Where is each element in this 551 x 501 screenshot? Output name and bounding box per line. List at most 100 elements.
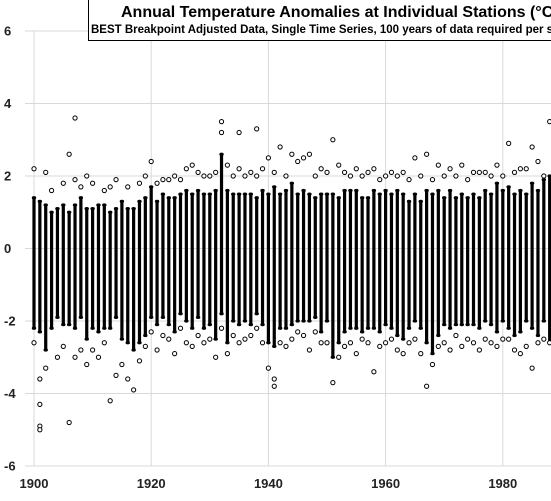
data-point xyxy=(37,376,43,382)
data-point xyxy=(359,336,365,342)
data-point xyxy=(347,173,354,179)
band-cap xyxy=(389,192,394,196)
band-cap xyxy=(96,203,101,207)
data-point xyxy=(353,166,359,172)
band-cap xyxy=(178,192,183,196)
data-point xyxy=(476,169,482,175)
data-point xyxy=(213,354,219,360)
band-cap xyxy=(102,326,107,330)
band-cap xyxy=(518,188,523,193)
data-point xyxy=(418,351,424,357)
data-point xyxy=(265,365,271,371)
data-point xyxy=(306,347,313,353)
data-point xyxy=(318,166,324,172)
band-cap xyxy=(447,188,453,193)
band-cap xyxy=(512,333,517,338)
year-band xyxy=(143,197,147,336)
data-point xyxy=(218,119,225,125)
band-cap xyxy=(477,196,482,200)
band-cap xyxy=(541,319,547,323)
data-point xyxy=(529,144,535,150)
band-cap xyxy=(61,203,66,207)
y-tick-label: 6 xyxy=(4,24,11,39)
band-cap xyxy=(72,203,78,207)
data-point xyxy=(312,173,318,179)
data-point xyxy=(166,177,172,183)
data-point xyxy=(295,329,301,335)
year-band xyxy=(208,194,212,325)
band-cap xyxy=(119,337,125,341)
data-point xyxy=(300,332,307,339)
year-band xyxy=(331,194,335,358)
x-tick-label: 1940 xyxy=(254,476,283,491)
band-cap xyxy=(418,199,423,203)
data-point xyxy=(336,354,342,360)
band-cap xyxy=(406,326,412,330)
band-cap xyxy=(207,192,212,196)
data-point xyxy=(347,340,354,346)
band-cap xyxy=(377,192,382,196)
data-point xyxy=(465,336,471,342)
data-point xyxy=(429,361,436,368)
data-point xyxy=(259,340,266,346)
data-point xyxy=(236,129,242,136)
data-point xyxy=(136,358,143,364)
band-cap xyxy=(277,192,283,196)
band-cap xyxy=(166,196,171,200)
band-cap xyxy=(231,319,236,323)
year-band xyxy=(360,197,364,332)
data-point xyxy=(230,173,236,179)
data-point xyxy=(541,173,547,179)
band-cap xyxy=(219,152,224,156)
data-point xyxy=(218,325,225,331)
band-cap xyxy=(184,319,189,323)
year-band xyxy=(407,201,411,329)
year-band xyxy=(413,194,417,321)
band-cap xyxy=(254,312,259,316)
data-point xyxy=(172,351,178,357)
data-point xyxy=(142,343,148,349)
band-cap xyxy=(84,207,89,211)
band-cap xyxy=(149,315,154,319)
year-band xyxy=(126,208,130,343)
data-point xyxy=(154,347,160,353)
data-point xyxy=(429,177,436,183)
data-point xyxy=(289,336,295,342)
data-point xyxy=(31,166,37,172)
data-point xyxy=(101,187,107,194)
band-cap xyxy=(535,188,541,193)
year-band xyxy=(266,194,270,343)
data-point xyxy=(371,369,377,375)
year-band xyxy=(91,208,95,329)
band-cap xyxy=(231,192,236,196)
data-point xyxy=(541,336,547,342)
band-cap xyxy=(500,188,505,193)
band-cap xyxy=(184,188,189,193)
band-cap xyxy=(436,188,441,193)
y-tick-label: -4 xyxy=(4,386,16,401)
band-cap xyxy=(494,181,500,185)
year-band xyxy=(518,190,522,332)
band-cap xyxy=(266,192,271,196)
data-point xyxy=(529,365,535,371)
data-point xyxy=(517,351,523,357)
band-cap xyxy=(190,326,195,330)
data-point xyxy=(406,177,412,183)
data-point xyxy=(195,332,201,339)
band-cap xyxy=(412,319,418,323)
data-point xyxy=(459,343,465,349)
band-cap xyxy=(430,192,435,196)
data-point xyxy=(48,187,55,194)
data-point xyxy=(66,151,72,157)
data-point xyxy=(535,158,541,165)
band-cap xyxy=(336,341,341,345)
data-point xyxy=(324,169,330,175)
band-cap xyxy=(330,192,336,196)
band-cap xyxy=(289,323,295,327)
band-cap xyxy=(49,210,54,214)
data-point xyxy=(119,361,125,368)
band-cap xyxy=(301,319,306,323)
band-cap xyxy=(383,323,388,327)
data-point xyxy=(506,336,512,342)
data-point xyxy=(412,336,418,342)
